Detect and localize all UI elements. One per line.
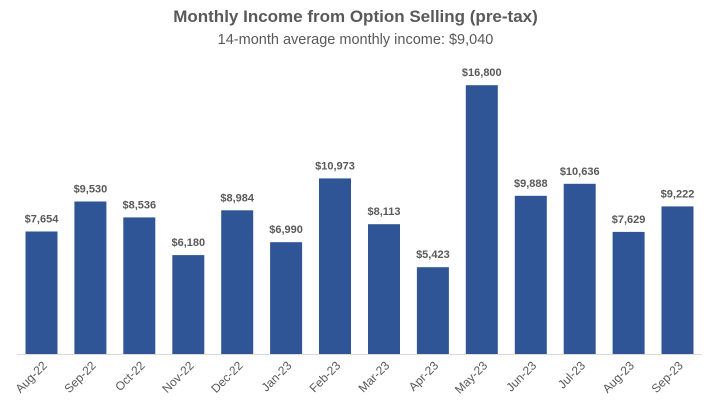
- x-tick-label-jan-23: Jan-23: [259, 358, 295, 394]
- data-label-nov-22: $6,180: [171, 237, 205, 249]
- data-label-mar-23: $8,113: [367, 206, 400, 218]
- bar-nov-22: [172, 255, 205, 354]
- data-label-may-23: $16,800: [462, 67, 502, 79]
- data-label-aug-23: $7,629: [612, 214, 646, 226]
- x-tick-label-oct-22: Oct-22: [112, 358, 148, 394]
- x-tick-label-sep-23: Sep-23: [649, 358, 686, 395]
- data-label-sep-23: $9,222: [661, 188, 695, 200]
- bar-jun-23: [514, 195, 547, 354]
- bar-sep-23: [661, 206, 694, 354]
- x-tick-label-apr-23: Apr-23: [406, 358, 442, 394]
- bar-sep-22: [74, 201, 107, 354]
- data-label-jan-23: $6,990: [269, 224, 303, 236]
- x-tick-label-jul-23: Jul-23: [555, 358, 588, 391]
- x-tick-label-aug-22: Aug-22: [13, 358, 50, 395]
- bar-oct-22: [123, 217, 156, 354]
- bar-mar-23: [368, 224, 400, 354]
- data-label-sep-22: $9,530: [74, 184, 108, 196]
- bar-jan-23: [270, 242, 303, 354]
- bar-jul-23: [563, 183, 596, 354]
- x-tick-label-may-23: May-23: [452, 358, 490, 396]
- data-label-jul-23: $10,636: [560, 166, 600, 178]
- data-label-jun-23: $9,888: [514, 178, 548, 190]
- x-tick-label-feb-23: Feb-23: [307, 358, 344, 395]
- data-label-oct-22: $8,536: [122, 199, 156, 211]
- x-tick-label-jun-23: Jun-23: [503, 358, 539, 394]
- data-label-aug-22: $7,654: [25, 214, 60, 226]
- data-label-dec-22: $8,984: [220, 192, 255, 204]
- x-tick-label-nov-22: Nov-22: [159, 358, 196, 395]
- bar-feb-23: [319, 178, 351, 354]
- bar-aug-23: [612, 231, 645, 354]
- bar-aug-22: [25, 231, 58, 354]
- x-tick-label-sep-22: Sep-22: [61, 358, 98, 395]
- bar-dec-22: [221, 210, 254, 354]
- x-tick-label-dec-22: Dec-22: [208, 358, 245, 395]
- x-tick-label-mar-23: Mar-23: [356, 358, 393, 395]
- data-label-apr-23: $5,423: [416, 249, 450, 261]
- bar-apr-23: [416, 267, 449, 354]
- chart-subtitle: 14-month average monthly income: $9,040: [217, 32, 494, 48]
- data-label-feb-23: $10,973: [315, 160, 355, 172]
- chart-title: Monthly Income from Option Selling (pre-…: [173, 7, 538, 26]
- bar-may-23: [465, 85, 498, 354]
- x-tick-label-aug-23: Aug-23: [600, 358, 637, 395]
